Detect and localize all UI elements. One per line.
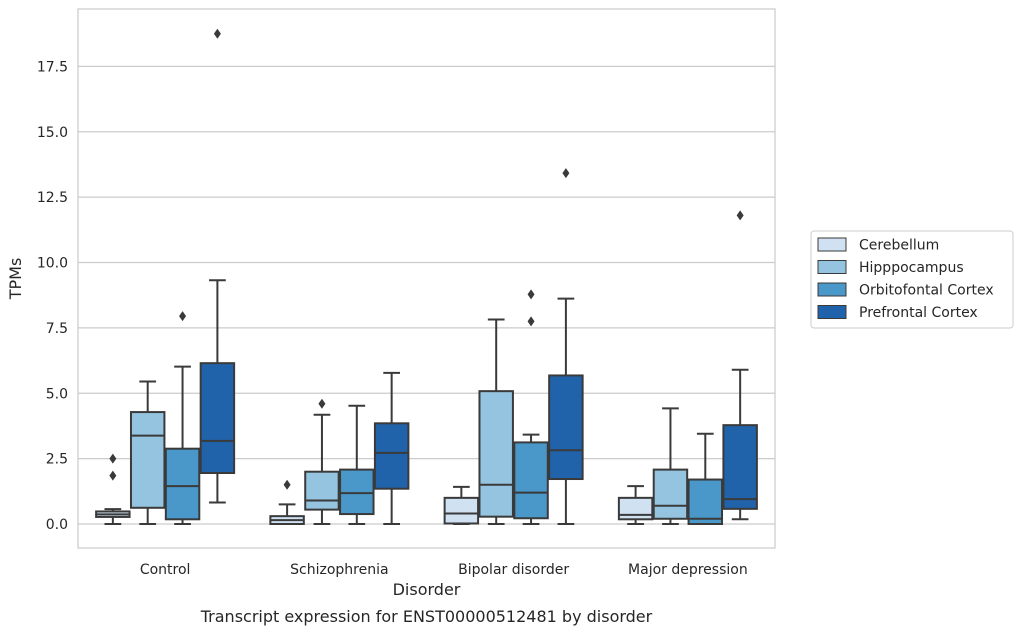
box-series bbox=[95, 28, 758, 526]
box-iqr bbox=[652, 468, 689, 520]
box-2-1 bbox=[478, 318, 514, 525]
outlier-marker bbox=[318, 398, 326, 409]
x-tick-labels: Control Schizophrenia Bipolar disorder Majo… bbox=[140, 562, 748, 578]
y-tick-label: 15.0 bbox=[37, 125, 68, 141]
legend-label: Cerebellum bbox=[859, 238, 939, 254]
x-tick-label: Control bbox=[140, 562, 191, 578]
legend-swatch bbox=[817, 305, 847, 319]
plot-frame bbox=[77, 8, 776, 549]
box-iqr bbox=[199, 362, 236, 475]
x-tick-label: Schizophrenia bbox=[290, 562, 388, 578]
box-iqr bbox=[443, 496, 480, 525]
outlier-marker bbox=[283, 479, 291, 490]
outlier-marker bbox=[179, 311, 187, 322]
box-3-2 bbox=[687, 432, 724, 526]
y-axis-label: TPMs bbox=[6, 258, 25, 301]
box-2-3 bbox=[548, 168, 584, 525]
legend-swatch bbox=[817, 260, 847, 274]
y-tick-labels: 0.0 2.5 5.0 7.5 10.0 12.5 15.0 17.5 bbox=[37, 59, 68, 533]
x-tick-label: Major depression bbox=[628, 562, 748, 578]
outlier-marker bbox=[562, 168, 570, 179]
box-iqr bbox=[722, 424, 758, 510]
box-1-0 bbox=[269, 479, 305, 526]
box-0-0 bbox=[95, 453, 131, 525]
box-iqr bbox=[373, 422, 410, 490]
box-iqr bbox=[513, 441, 549, 520]
legend-label: Orbitofontal Cortex bbox=[859, 283, 994, 299]
legend: Cerebellum Hipppocampus Orbitofontal Corte… bbox=[810, 230, 1014, 329]
box-iqr bbox=[164, 447, 201, 521]
outlier-marker bbox=[736, 210, 744, 221]
legend-swatch bbox=[817, 282, 847, 297]
y-tick-label: 2.5 bbox=[46, 452, 68, 468]
outlier-marker bbox=[527, 289, 535, 300]
box-0-2 bbox=[164, 311, 201, 525]
box-3-3 bbox=[722, 210, 758, 521]
box-iqr bbox=[617, 496, 654, 521]
x-axis-label: Disorder bbox=[393, 580, 461, 599]
box-1-1 bbox=[304, 398, 340, 525]
box-iqr bbox=[548, 374, 584, 481]
box-iqr bbox=[687, 478, 724, 526]
y-tick-label: 12.5 bbox=[37, 190, 68, 206]
legend-frame bbox=[810, 230, 1014, 329]
x-tick-label: Bipolar disorder bbox=[458, 562, 569, 578]
box-1-3 bbox=[373, 371, 410, 525]
box-1-2 bbox=[339, 404, 375, 525]
y-tick-label: 7.5 bbox=[46, 321, 68, 337]
box-iqr bbox=[304, 470, 340, 511]
box-2-0 bbox=[443, 485, 480, 525]
y-tick-label: 10.0 bbox=[37, 256, 68, 272]
box-iqr bbox=[129, 411, 166, 509]
outlier-marker bbox=[109, 470, 117, 481]
box-3-0 bbox=[617, 485, 654, 525]
box-3-1 bbox=[652, 407, 689, 525]
y-tick-label: 0.0 bbox=[46, 517, 68, 533]
box-iqr bbox=[478, 390, 514, 518]
box-0-1 bbox=[129, 380, 166, 525]
outlier-marker bbox=[213, 28, 221, 39]
y-tick-label: 17.5 bbox=[37, 59, 68, 75]
outlier-marker bbox=[527, 316, 535, 327]
box-iqr bbox=[339, 468, 375, 516]
legend-swatch bbox=[817, 237, 847, 252]
box-2-2 bbox=[513, 289, 549, 525]
chart-caption: Transcript expression for ENST0000051248… bbox=[200, 607, 653, 626]
legend-label: Hipppocampus bbox=[859, 260, 964, 276]
box-0-3 bbox=[199, 28, 236, 504]
outlier-marker bbox=[109, 453, 117, 464]
legend-label: Prefrontal Cortex bbox=[859, 305, 978, 321]
y-tick-label: 5.0 bbox=[46, 386, 68, 402]
